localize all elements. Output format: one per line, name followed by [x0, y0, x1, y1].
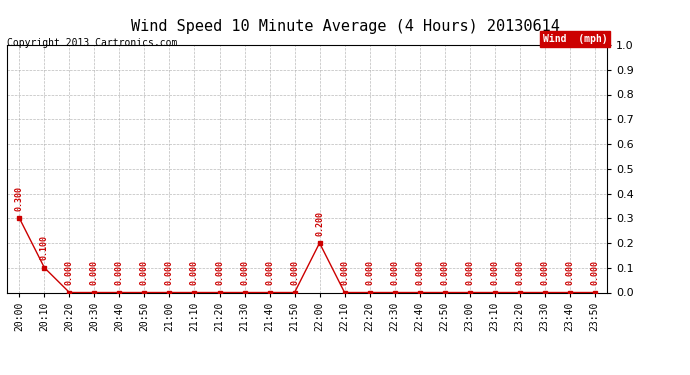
Text: Copyright 2013 Cartronics.com: Copyright 2013 Cartronics.com: [7, 38, 177, 48]
Text: 0.000: 0.000: [415, 260, 424, 285]
Text: 0.000: 0.000: [115, 260, 124, 285]
Text: 0.000: 0.000: [90, 260, 99, 285]
Text: 0.000: 0.000: [65, 260, 74, 285]
Text: 0.000: 0.000: [515, 260, 524, 285]
Text: 0.000: 0.000: [440, 260, 449, 285]
Text: 0.000: 0.000: [265, 260, 274, 285]
Text: 0.000: 0.000: [215, 260, 224, 285]
Text: 0.000: 0.000: [290, 260, 299, 285]
Text: 0.000: 0.000: [540, 260, 549, 285]
Text: 0.000: 0.000: [340, 260, 349, 285]
Text: 0.200: 0.200: [315, 211, 324, 236]
Text: 0.000: 0.000: [465, 260, 474, 285]
Text: 0.000: 0.000: [565, 260, 574, 285]
Text: Wind Speed 10 Minute Average (4 Hours) 20130614: Wind Speed 10 Minute Average (4 Hours) 2…: [130, 19, 560, 34]
Text: 0.300: 0.300: [15, 186, 24, 211]
Text: 0.000: 0.000: [490, 260, 499, 285]
Text: 0.000: 0.000: [140, 260, 149, 285]
Text: 0.000: 0.000: [390, 260, 399, 285]
Text: 0.000: 0.000: [165, 260, 174, 285]
Text: 0.000: 0.000: [240, 260, 249, 285]
Text: Wind  (mph): Wind (mph): [542, 34, 607, 44]
Text: 0.000: 0.000: [190, 260, 199, 285]
Text: 0.000: 0.000: [365, 260, 374, 285]
Text: 0.000: 0.000: [590, 260, 599, 285]
Text: 0.100: 0.100: [40, 236, 49, 260]
